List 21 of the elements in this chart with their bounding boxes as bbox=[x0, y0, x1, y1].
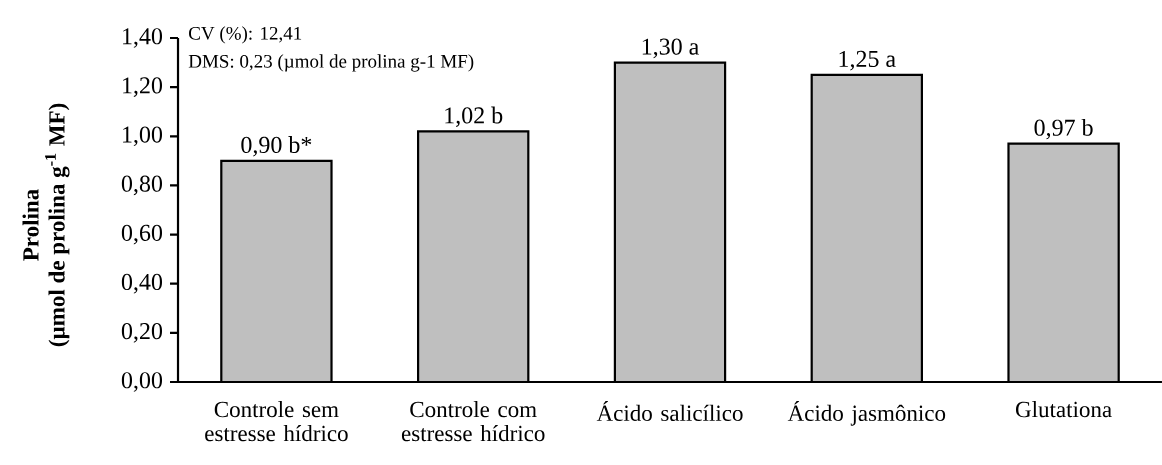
y-tick-label: 0,60 bbox=[121, 224, 163, 245]
x-tick-label: Ácido salicílico bbox=[596, 401, 743, 422]
y-axis-title: Prolina (µmol de prolina g$^{-1}$ MF) bbox=[22, 103, 70, 347]
data-label: 0,97 b bbox=[1034, 118, 1093, 140]
x-tick-label: Glutationa bbox=[1015, 401, 1112, 418]
y-tick-label: 1,00 bbox=[123, 126, 163, 147]
data-label: 1,25 a bbox=[839, 50, 896, 71]
annotation: CV (%): 12,41 bbox=[189, 26, 302, 44]
y-tick-label: 0,80 bbox=[121, 175, 163, 196]
y-tick-label: 0,00 bbox=[121, 372, 163, 392]
y-tick-label: 0,40 bbox=[121, 273, 163, 294]
y-tick-label: 1,40 bbox=[123, 28, 163, 48]
x-tick-label: Controle sem estresse hídrico bbox=[205, 401, 348, 442]
y-tick-label: 0,20 bbox=[121, 323, 163, 343]
x-tick-label: Controle com estresse hídrico bbox=[401, 401, 545, 442]
data-label: 1,30 a bbox=[642, 38, 699, 59]
x-tick-label: Ácido jasmônico bbox=[787, 401, 946, 426]
y-tick-label: 1,20 bbox=[123, 77, 163, 97]
annotation: DMS: 0,23 (µmol de prolina g-1 MF) bbox=[188, 54, 474, 72]
data-label: 1,02 b bbox=[445, 106, 503, 127]
data-label: 0,90 b* bbox=[241, 136, 312, 157]
